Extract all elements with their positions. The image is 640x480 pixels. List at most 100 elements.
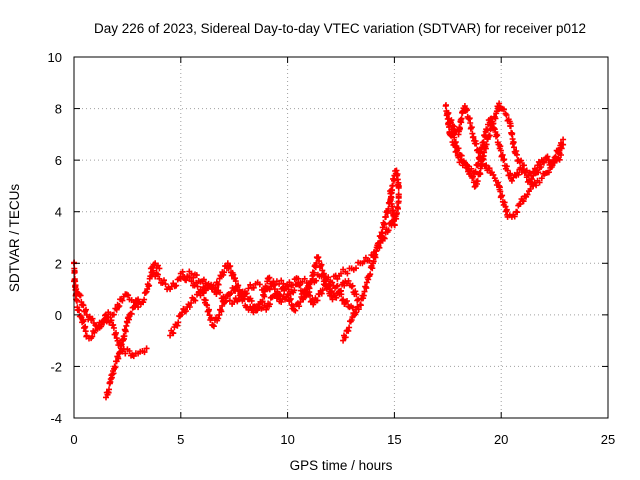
data-point [319, 267, 326, 274]
data-point [255, 304, 262, 311]
data-point [480, 139, 487, 146]
data-point [545, 169, 552, 176]
data-point [494, 132, 501, 139]
data-point [458, 152, 465, 159]
data-point [141, 349, 148, 356]
data-point [122, 328, 129, 335]
data-point [353, 265, 359, 272]
data-point [213, 291, 220, 297]
data-point [352, 288, 359, 295]
data-point [179, 268, 186, 275]
data-point [200, 290, 207, 297]
data-point [110, 311, 117, 318]
data-point [338, 270, 344, 277]
data-point [345, 277, 352, 284]
data-point [338, 287, 344, 294]
data-point [223, 298, 230, 305]
data-point [116, 303, 123, 309]
data-point [325, 284, 332, 291]
data-point [483, 126, 490, 133]
data-point [340, 337, 347, 344]
data-point [118, 341, 125, 348]
data-point [186, 304, 193, 310]
data-point [281, 287, 288, 294]
data-point [452, 139, 459, 145]
data-point [551, 154, 558, 161]
data-point [263, 306, 270, 313]
x-tick-label: 0 [70, 432, 77, 447]
data-point [376, 239, 383, 246]
grid [74, 57, 608, 418]
data-point [319, 287, 326, 294]
data-point [501, 106, 507, 113]
data-point [308, 279, 315, 286]
data-point [379, 230, 386, 237]
data-point [468, 124, 475, 131]
data-point [352, 311, 359, 318]
data-point [263, 284, 270, 291]
y-axis-label: SDTVAR / TECUs [7, 184, 22, 293]
data-point [558, 145, 565, 152]
data-point [389, 182, 396, 189]
data-point [318, 290, 325, 297]
data-point [194, 283, 201, 290]
data-point [243, 290, 250, 297]
data-point [334, 282, 341, 289]
data-point [544, 153, 551, 160]
data-point [266, 274, 273, 281]
data-point [363, 285, 370, 292]
data-point [100, 319, 107, 326]
data-point [113, 329, 119, 336]
x-tick-label: 25 [601, 432, 615, 447]
data-point [378, 234, 384, 241]
axis-ticks: 0 5 10 15 20 25 -4 -2 0 2 4 6 8 10 [48, 50, 616, 447]
data-point [473, 140, 480, 147]
data-point [345, 327, 352, 334]
data-point [333, 294, 340, 301]
data-point [266, 301, 273, 308]
data-point [227, 263, 234, 270]
data-point [170, 330, 177, 337]
data-point [372, 254, 379, 261]
data-point [261, 288, 268, 295]
data-point [311, 269, 317, 276]
data-point [234, 282, 241, 289]
data-point [523, 174, 530, 181]
data-point [110, 324, 117, 331]
data-point [490, 171, 497, 178]
data-point [292, 307, 299, 314]
data-point [370, 258, 377, 265]
data-point [250, 284, 257, 291]
data-point [528, 176, 535, 183]
data-point [349, 304, 356, 311]
y-tick-label: -2 [50, 359, 62, 374]
data-point [295, 275, 302, 282]
data-point [193, 279, 200, 286]
data-point [489, 118, 496, 125]
chart-title: Day 226 of 2023, Sidereal Day-to-day VTE… [94, 21, 586, 36]
data-point [232, 278, 239, 285]
data-point [503, 112, 510, 119]
data-point [465, 163, 472, 170]
data-point [552, 153, 559, 160]
data-point [135, 296, 142, 303]
data-point [455, 145, 462, 152]
data-point [385, 227, 392, 234]
data-point [270, 282, 277, 289]
data-point [278, 299, 285, 305]
data-point [76, 307, 83, 314]
y-tick-label: 6 [55, 153, 62, 168]
x-tick-label: 20 [494, 432, 508, 447]
data-point [394, 171, 401, 177]
x-tick-label: 5 [177, 432, 184, 447]
data-point [501, 156, 508, 163]
data-point [513, 151, 520, 158]
data-point [484, 127, 491, 134]
data-point [112, 364, 119, 371]
data-point [74, 297, 80, 304]
data-point [508, 177, 515, 184]
data-point [381, 220, 388, 227]
data-point [71, 269, 78, 276]
data-point [329, 296, 336, 303]
data-point [186, 274, 193, 281]
